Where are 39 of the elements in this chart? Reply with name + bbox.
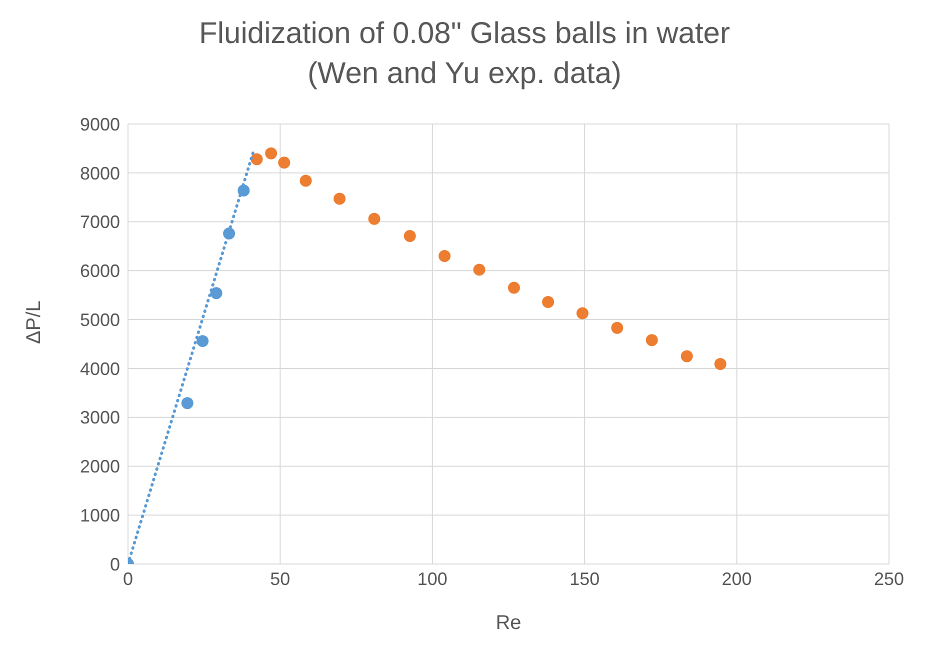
y-tick-label: 0: [110, 554, 120, 574]
point: [576, 307, 588, 320]
point: [196, 335, 209, 348]
y-tick-label: 7000: [80, 212, 120, 232]
point: [542, 296, 554, 308]
x-tick-label: 50: [270, 568, 290, 589]
point: [278, 156, 290, 169]
point: [334, 192, 346, 205]
y-tick-label: 1000: [80, 506, 120, 526]
point: [300, 174, 312, 187]
y-tick-label: 6000: [80, 261, 120, 282]
x-axis-title: Re: [496, 612, 522, 634]
y-tick-label: 9000: [80, 114, 120, 134]
x-tick-label: 200: [722, 568, 752, 589]
point: [438, 250, 451, 262]
x-tick-label: 0: [122, 568, 134, 589]
y-tick-label: 2000: [80, 456, 120, 477]
y-tick-label: 8000: [80, 163, 120, 184]
x-tick-label: 150: [570, 568, 600, 589]
y-axis-title: ΔP/L: [23, 300, 46, 344]
point: [473, 264, 486, 276]
point: [404, 230, 416, 242]
chart-subtitle: (Wen and Yu exp. data): [306, 56, 623, 92]
y-tick-label: 5000: [80, 310, 120, 330]
point: [210, 287, 222, 300]
y-tick-label: 3000: [80, 408, 120, 428]
point: [181, 397, 194, 410]
point: [680, 350, 693, 362]
point: [265, 147, 278, 160]
x-tick-label: 250: [874, 568, 904, 589]
point: [714, 358, 726, 370]
point: [611, 322, 624, 334]
x-tick-label: 100: [417, 568, 448, 589]
point: [250, 153, 263, 166]
point: [368, 212, 380, 225]
point: [646, 334, 658, 346]
point: [508, 282, 520, 294]
y-tick-label: 4000: [80, 358, 120, 379]
chart-title: Fluidization of 0.08" Glass balls in water: [198, 16, 731, 52]
